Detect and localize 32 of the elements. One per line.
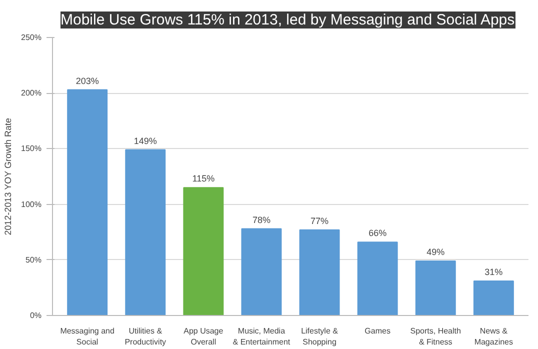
x-tick-label: App Usage Overall <box>184 326 224 346</box>
data-label: 66% <box>368 228 387 238</box>
x-tick-label: Games <box>364 326 390 336</box>
x-tick-label: Utilities & Productivity <box>124 326 166 346</box>
y-tick-label: 250% <box>21 33 42 42</box>
data-label: 31% <box>484 267 503 278</box>
data-label: 49% <box>426 247 445 258</box>
y-tick-label: 100% <box>21 200 42 209</box>
data-label: 78% <box>252 214 270 225</box>
data-label: 77% <box>310 216 329 226</box>
data-label: 115% <box>192 174 215 184</box>
bar <box>473 280 514 316</box>
bar <box>357 242 398 316</box>
y-axis-title: 2012-2013 YOY Growth Rate <box>3 118 14 236</box>
y-tick-label: 150% <box>21 144 42 154</box>
y-tick-label: 50% <box>25 255 42 264</box>
x-tick-label: Lifestyle & Shopping <box>301 326 339 346</box>
y-tick-label: 0% <box>30 311 42 320</box>
bar <box>67 89 108 316</box>
data-label: 149% <box>134 136 157 146</box>
x-tick-label: Sports, Health & Fitness <box>410 326 461 346</box>
bar <box>241 228 282 316</box>
bar <box>125 149 166 316</box>
bar <box>299 229 340 316</box>
y-tick-label: 200% <box>21 88 42 98</box>
data-label: 203% <box>76 76 99 86</box>
chart-title: Mobile Use Grows 115% in 2013, led by Messaging and Social Apps <box>60 12 515 28</box>
bar <box>183 187 224 316</box>
bar <box>415 260 456 316</box>
x-tick-label: Messaging and Social <box>60 326 114 346</box>
x-tick-label: News & Magazines <box>474 326 514 346</box>
x-tick-label: Music, Media & Entertainment <box>232 326 291 346</box>
